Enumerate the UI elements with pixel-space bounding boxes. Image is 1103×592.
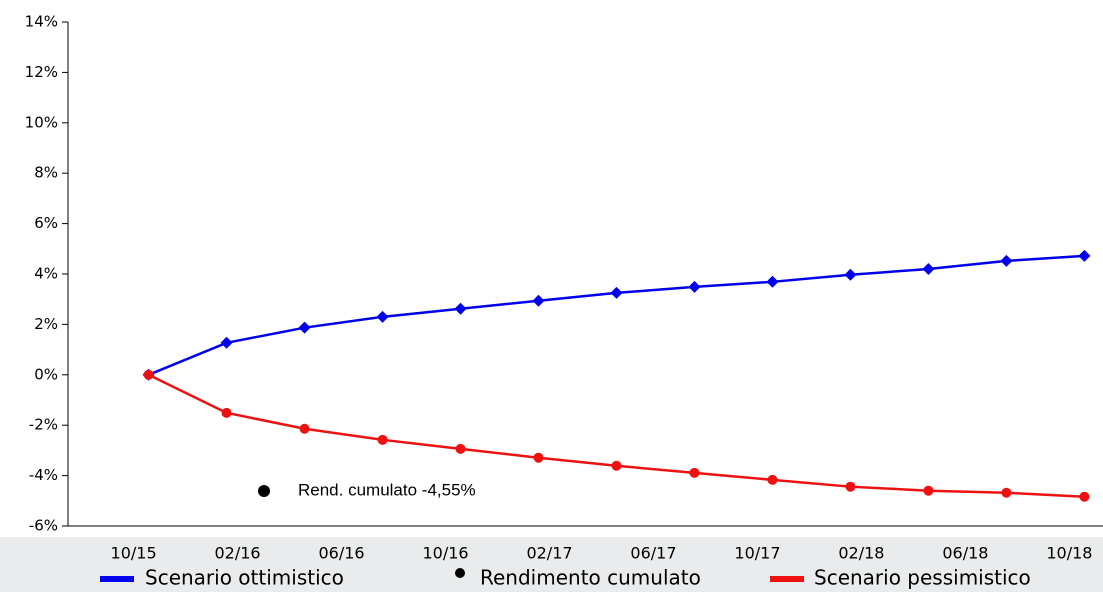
y-tick-label: -4% bbox=[29, 466, 58, 484]
point bbox=[1078, 249, 1091, 262]
y-tick-label: -6% bbox=[29, 517, 58, 535]
y-tick-label: 12% bbox=[25, 63, 58, 81]
axis-band bbox=[0, 537, 1103, 592]
y-tick-label: 10% bbox=[25, 113, 58, 131]
x-tick-label: 02/16 bbox=[215, 544, 261, 563]
point bbox=[532, 294, 545, 307]
x-tick-label: 10/17 bbox=[734, 544, 780, 563]
series-line bbox=[148, 373, 1085, 499]
x-tick-label: 06/16 bbox=[318, 544, 364, 563]
x-tick-label: 02/17 bbox=[526, 544, 572, 563]
point bbox=[1001, 487, 1012, 498]
x-tick-label: 06/18 bbox=[942, 544, 988, 563]
point bbox=[143, 369, 154, 380]
x-tick-label: 10/16 bbox=[422, 544, 468, 563]
point bbox=[376, 310, 389, 323]
point bbox=[766, 275, 779, 288]
point bbox=[1079, 491, 1090, 502]
point bbox=[454, 302, 467, 315]
y-tick-label: 4% bbox=[34, 265, 58, 283]
x-tick-label: 06/17 bbox=[630, 544, 676, 563]
x-tick-label: 10/18 bbox=[1046, 544, 1092, 563]
y-tick-label: 14% bbox=[25, 13, 58, 31]
point bbox=[298, 321, 311, 334]
y-tick-label: 8% bbox=[34, 164, 58, 182]
legend-swatch bbox=[455, 568, 465, 578]
point bbox=[688, 280, 701, 293]
legend-swatch bbox=[770, 576, 804, 582]
point bbox=[844, 268, 857, 281]
point bbox=[611, 460, 622, 471]
y-tick-label: 6% bbox=[34, 214, 58, 232]
y-tick-label: -2% bbox=[29, 416, 58, 434]
annotation-dot bbox=[258, 485, 270, 497]
y-tick-label: 0% bbox=[34, 365, 58, 383]
point bbox=[923, 485, 934, 496]
point bbox=[689, 467, 700, 478]
point bbox=[299, 423, 310, 434]
point bbox=[610, 286, 623, 299]
annotation: Rend. cumulato -4,55% bbox=[298, 480, 476, 499]
legend-swatch bbox=[100, 576, 134, 582]
point bbox=[220, 336, 233, 349]
x-tick-label: 10/15 bbox=[111, 544, 157, 563]
point bbox=[1000, 254, 1013, 267]
y-tick-label: 2% bbox=[34, 315, 58, 333]
point bbox=[533, 452, 544, 463]
legend-label: Scenario pessimistico bbox=[814, 566, 1031, 590]
x-tick-label: 02/18 bbox=[838, 544, 884, 563]
series-line bbox=[148, 254, 1085, 376]
legend-label: Scenario ottimistico bbox=[145, 566, 344, 590]
point bbox=[767, 474, 778, 485]
point bbox=[377, 434, 388, 445]
legend-label: Rendimento cumulato bbox=[480, 566, 701, 590]
point bbox=[221, 407, 232, 418]
point bbox=[845, 481, 856, 492]
point bbox=[922, 262, 935, 275]
point bbox=[455, 443, 466, 454]
